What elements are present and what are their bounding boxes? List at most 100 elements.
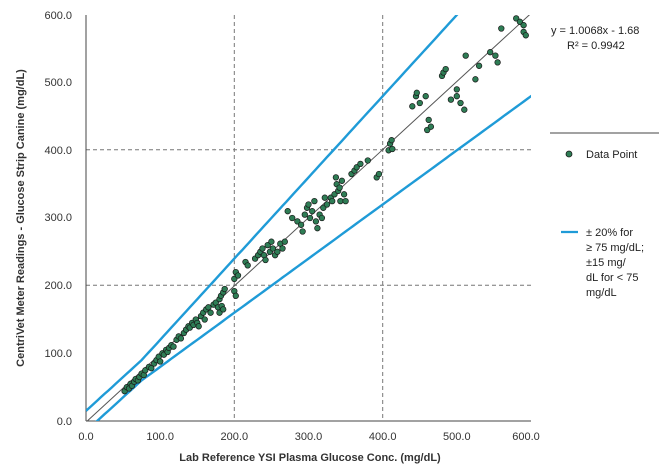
data-point bbox=[457, 99, 464, 107]
data-point bbox=[281, 238, 288, 245]
data-point bbox=[220, 306, 227, 313]
data-point bbox=[177, 335, 185, 342]
data-point bbox=[475, 62, 483, 69]
x-tick-label: 400.0 bbox=[369, 431, 397, 443]
data-point bbox=[427, 123, 435, 130]
x-axis-title: Lab Reference YSI Plasma Glucose Conc. (… bbox=[179, 452, 441, 464]
legend-bounds-label-line: dL for < 75 bbox=[586, 272, 639, 284]
data-point bbox=[413, 89, 420, 96]
data-point bbox=[494, 59, 501, 66]
data-point bbox=[201, 316, 208, 323]
data-point bbox=[337, 197, 344, 205]
bound-line-lower bbox=[95, 94, 531, 421]
x-tick-label: 200.0 bbox=[221, 431, 249, 443]
data-point bbox=[422, 93, 429, 100]
data-point bbox=[221, 285, 228, 293]
data-point bbox=[342, 197, 349, 205]
x-tick-labels: 0.0 100.0 200.0 300.0 400.0 500.0 600.0 bbox=[78, 431, 539, 443]
data-point bbox=[284, 208, 291, 215]
data-point bbox=[442, 65, 449, 73]
data-point bbox=[309, 208, 316, 215]
data-point bbox=[157, 358, 164, 365]
y-tick-label: 500.0 bbox=[44, 77, 72, 89]
data-point bbox=[520, 22, 527, 29]
data-point bbox=[301, 211, 308, 218]
data-point bbox=[274, 248, 281, 255]
data-point bbox=[425, 116, 432, 124]
data-point bbox=[259, 245, 266, 252]
data-point bbox=[453, 86, 460, 93]
data-point bbox=[364, 157, 371, 164]
data-point bbox=[232, 292, 239, 299]
y-tick-label: 100.0 bbox=[44, 348, 72, 360]
data-point bbox=[357, 160, 364, 168]
regression-equation: y = 1.0068x - 1.68 bbox=[551, 25, 639, 37]
legend-bounds-label-line: mg/dL bbox=[586, 287, 617, 299]
bound-lines bbox=[86, 15, 531, 421]
y-tick-label: 400.0 bbox=[44, 145, 72, 157]
legend-data-point-marker bbox=[565, 150, 573, 158]
x-tick-label: 300.0 bbox=[295, 431, 323, 443]
data-point bbox=[207, 309, 214, 316]
y-tick-labels: 0.0 100.0 200.0 300.0 400.0 500.0 600.0 bbox=[44, 10, 72, 428]
data-point bbox=[453, 93, 460, 100]
data-point bbox=[332, 174, 340, 181]
data-point bbox=[447, 96, 455, 103]
y-tick-label: 600.0 bbox=[44, 10, 72, 22]
data-point bbox=[323, 201, 331, 208]
legend-data-point-label: Data Point bbox=[586, 149, 637, 161]
data-points bbox=[121, 15, 529, 395]
data-point bbox=[375, 170, 383, 178]
data-point bbox=[314, 225, 321, 232]
axes bbox=[85, 15, 531, 422]
data-point bbox=[269, 245, 277, 252]
legend: Data Point ± 20% for ≥ 75 mg/dL; ±15 mg/… bbox=[550, 132, 659, 299]
legend-bounds-label-line: ±15 mg/ bbox=[586, 257, 627, 269]
data-point bbox=[329, 197, 336, 205]
data-point bbox=[268, 238, 275, 245]
bound-line-upper bbox=[86, 15, 459, 412]
x-tick-label: 0.0 bbox=[78, 431, 93, 443]
data-point bbox=[297, 221, 305, 228]
data-point bbox=[318, 214, 326, 222]
data-point bbox=[279, 245, 286, 252]
x-tick-label: 600.0 bbox=[512, 431, 540, 443]
data-point bbox=[338, 177, 346, 184]
data-point bbox=[305, 201, 312, 208]
data-point bbox=[299, 228, 306, 235]
data-point bbox=[170, 343, 177, 350]
data-point bbox=[321, 194, 328, 201]
data-point bbox=[416, 99, 423, 107]
data-point bbox=[487, 49, 494, 56]
data-point bbox=[234, 272, 242, 279]
y-tick-label: 300.0 bbox=[44, 212, 72, 224]
data-point bbox=[522, 32, 529, 39]
data-point bbox=[306, 214, 314, 222]
data-point bbox=[461, 106, 468, 113]
data-point bbox=[336, 184, 343, 191]
y-tick-label: 200.0 bbox=[44, 280, 72, 292]
data-point bbox=[311, 197, 318, 205]
grid bbox=[86, 15, 531, 421]
legend-bounds-label-line: ± 20% for bbox=[586, 227, 633, 239]
data-point bbox=[148, 365, 155, 372]
data-point bbox=[472, 76, 479, 83]
x-tick-label: 500.0 bbox=[443, 431, 471, 443]
data-point bbox=[498, 25, 505, 32]
data-point bbox=[462, 52, 469, 59]
data-point bbox=[312, 218, 320, 225]
x-tick-label: 100.0 bbox=[146, 431, 174, 443]
data-point bbox=[262, 256, 269, 264]
y-axis-title: CentriVet Meter Readings - Glucose Strip… bbox=[15, 69, 27, 367]
data-point bbox=[195, 323, 202, 330]
r-squared: R² = 0.9942 bbox=[567, 40, 625, 52]
data-point bbox=[205, 304, 212, 311]
data-point bbox=[340, 191, 348, 198]
data-point bbox=[409, 103, 416, 110]
data-point bbox=[289, 214, 296, 222]
y-tick-label: 0.0 bbox=[57, 416, 72, 428]
data-point bbox=[492, 52, 499, 59]
data-point bbox=[389, 145, 396, 153]
data-point bbox=[388, 137, 395, 144]
